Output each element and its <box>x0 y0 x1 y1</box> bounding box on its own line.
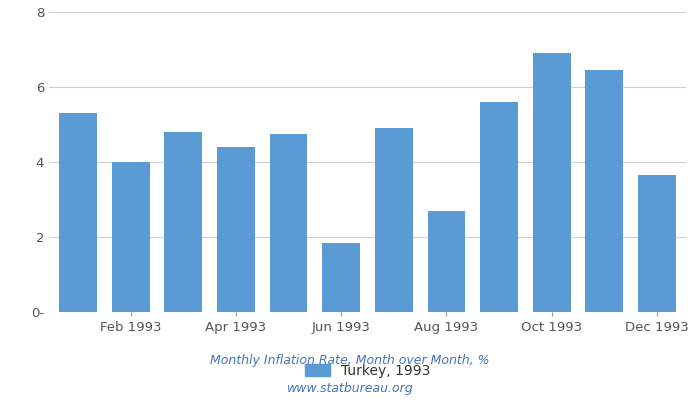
Bar <box>480 102 518 312</box>
Text: Monthly Inflation Rate, Month over Month, %: Monthly Inflation Rate, Month over Month… <box>210 354 490 367</box>
Bar <box>585 70 624 312</box>
Legend: Turkey, 1993: Turkey, 1993 <box>299 358 436 383</box>
Bar <box>638 175 676 312</box>
Bar <box>375 128 413 312</box>
Bar <box>428 211 466 312</box>
Bar <box>533 53 570 312</box>
Bar <box>322 243 360 312</box>
Bar <box>59 113 97 312</box>
Bar <box>217 147 255 312</box>
Bar <box>270 134 307 312</box>
Text: www.statbureau.org: www.statbureau.org <box>287 382 413 395</box>
Bar <box>164 132 202 312</box>
Bar <box>111 162 150 312</box>
